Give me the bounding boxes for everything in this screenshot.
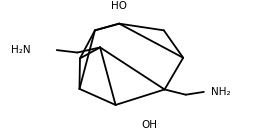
Text: NH₂: NH₂ (211, 87, 231, 97)
Text: H₂N: H₂N (11, 45, 30, 55)
Text: OH: OH (142, 120, 158, 130)
Text: HO: HO (111, 1, 127, 11)
